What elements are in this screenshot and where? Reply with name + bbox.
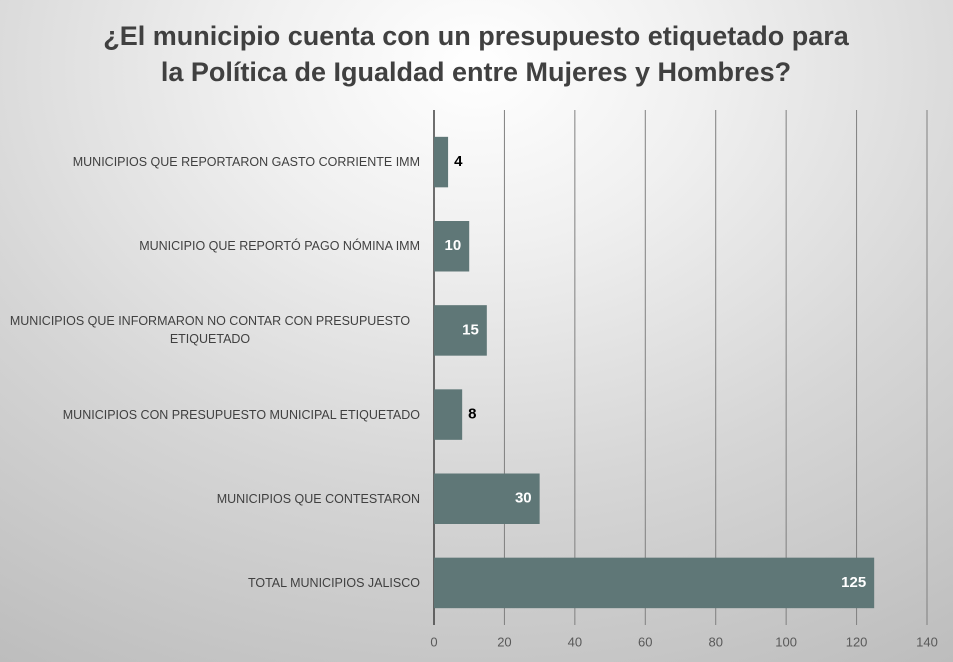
x-tick-label: 100 [775, 634, 797, 649]
data-label: 10 [445, 237, 462, 254]
category-label-box: TOTAL MUNICIPIOS JALISCO [0, 553, 420, 613]
bar [434, 473, 540, 524]
category-label-box: MUNICIPIO QUE REPORTÓ PAGO NÓMINA IMM [0, 216, 420, 276]
y-tick-label: MUNICIPIOS QUE INFORMARON NO CONTAR CON … [9, 314, 411, 347]
data-label: 4 [454, 153, 463, 170]
y-tick-label: MUNICIPIOS QUE CONTESTARON [216, 491, 420, 506]
data-label: 30 [515, 490, 532, 507]
data-label: 15 [462, 321, 479, 338]
category-label-box: MUNICIPIOS QUE CONTESTARON [0, 469, 420, 529]
bar [434, 389, 463, 440]
bar [434, 305, 487, 356]
y-tick-label: TOTAL MUNICIPIOS JALISCO [247, 575, 420, 590]
x-tick-label: 40 [568, 634, 582, 649]
y-tick-label: MUNICIPIO QUE REPORTÓ PAGO NÓMINA IMM [139, 239, 420, 254]
y-tick-label: MUNICIPIOS CON PRESUPUESTO MUNICIPAL ETI… [62, 407, 420, 422]
bar [434, 136, 449, 188]
y-tick-label: MUNICIPIOS QUE REPORTARON GASTO CORRIENT… [72, 155, 420, 170]
category-label-box: MUNICIPIOS QUE INFORMARON NO CONTAR CON … [0, 300, 420, 360]
x-tick-label: 80 [708, 634, 722, 649]
bar [434, 221, 470, 272]
category-label-box: MUNICIPIOS QUE REPORTARON GASTO CORRIENT… [0, 132, 420, 192]
x-tick-label: 20 [497, 634, 511, 649]
category-label-box: MUNICIPIOS CON PRESUPUESTO MUNICIPAL ETI… [0, 385, 420, 445]
x-tick-label: 60 [638, 634, 652, 649]
bar [434, 557, 875, 609]
x-tick-label: 140 [916, 634, 938, 649]
data-label: 125 [841, 574, 866, 591]
x-tick-label: 120 [846, 634, 868, 649]
chart-title: ¿El municipio cuenta con un presupuesto … [103, 21, 849, 87]
x-tick-label: 0 [430, 634, 437, 649]
data-label: 8 [468, 406, 476, 423]
